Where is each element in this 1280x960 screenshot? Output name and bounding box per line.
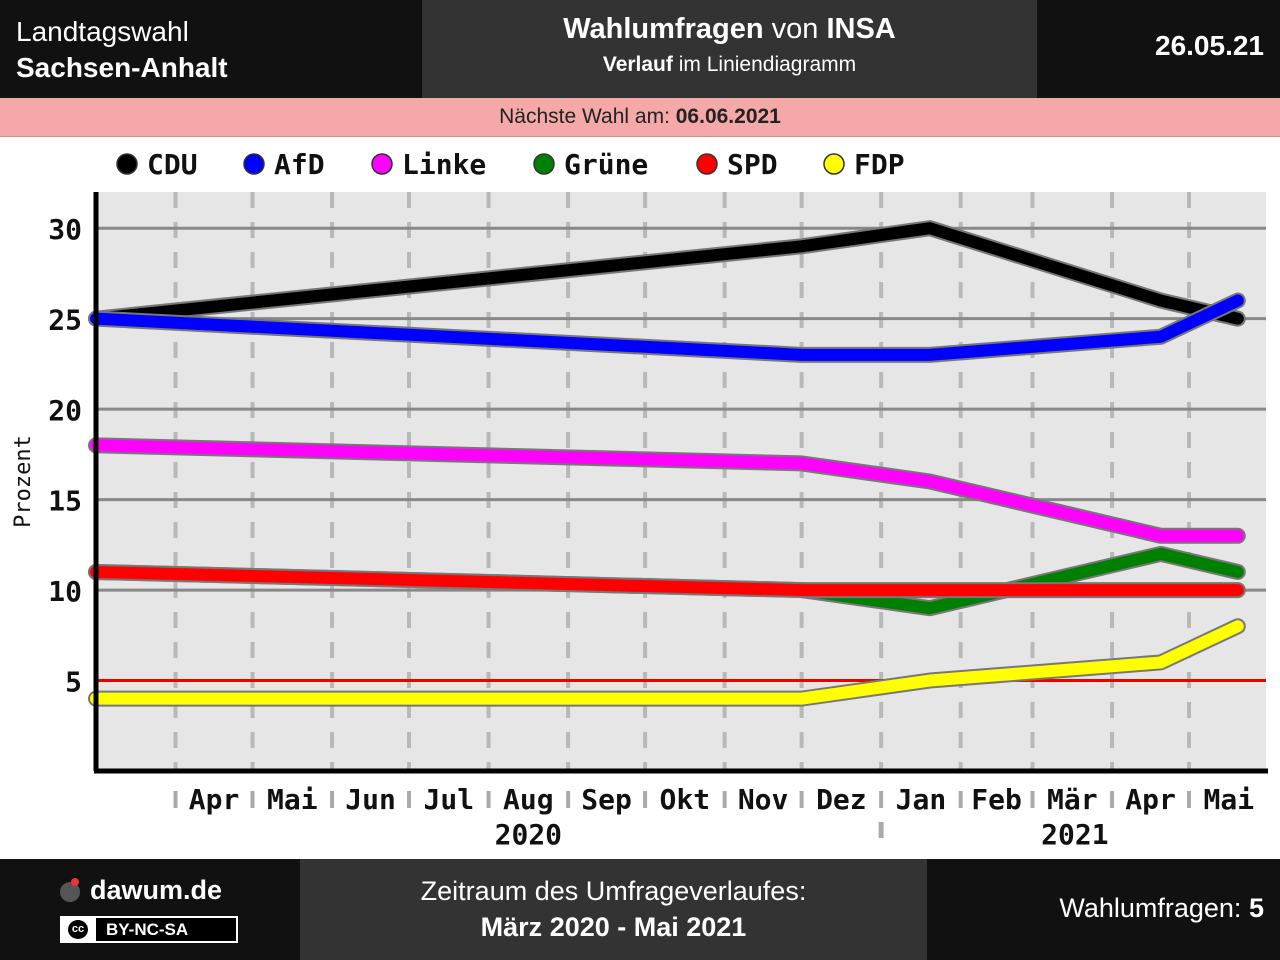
- license-text: BY-NC-SA: [96, 918, 236, 941]
- x-tick-label: Feb: [971, 783, 1022, 816]
- footer-poll-count: Wahlumfragen: 5: [1059, 893, 1264, 924]
- title-mid: von: [771, 13, 819, 45]
- legend-marker: [371, 153, 393, 175]
- subtitle-bold: Verlauf: [602, 53, 673, 76]
- legend-item-linke: Linke: [371, 148, 486, 181]
- year-label: 2020: [495, 818, 562, 851]
- line-chart: 5 10 15 20 25 30 Prozent Apr Mai Jun Jul Aug Sep Okt N…: [0, 136, 1280, 859]
- legend-item-spd: SPD: [696, 148, 778, 181]
- y-tick-label: 15: [48, 485, 82, 518]
- header: Landtagswahl Sachsen-Anhalt Wahlumfragen…: [0, 0, 1280, 98]
- chart-svg: 5 10 15 20 25 30 Prozent Apr Mai Jun Jul Aug Sep Okt N…: [11, 148, 1268, 851]
- series-line-cdu: [90, 222, 1244, 325]
- x-tick-label: Jun: [345, 783, 396, 816]
- x-tick-label: Jul: [424, 783, 475, 816]
- legend-marker: [696, 153, 718, 175]
- legend-marker: [116, 153, 138, 175]
- footer-brand: dawum.de BY-NC-SA cc: [0, 859, 300, 960]
- legend-marker: [823, 153, 845, 175]
- x-tick-label: Mai: [1204, 783, 1255, 816]
- next-election-label: Nächste Wahl am:: [499, 105, 670, 128]
- polls-label: Wahlumfragen:: [1059, 893, 1242, 923]
- legend-label: FDP: [854, 148, 905, 181]
- y-tick-label: 5: [65, 666, 82, 699]
- site-logo[interactable]: dawum.de: [60, 875, 222, 906]
- site-name: dawum.de: [90, 875, 223, 905]
- license-badge[interactable]: BY-NC-SA cc: [60, 916, 238, 943]
- election-title: Landtagswahl Sachsen-Anhalt: [16, 14, 228, 86]
- title-institute: INSA: [826, 13, 896, 45]
- x-tick-label: Okt: [660, 783, 711, 816]
- y-tick-label: 25: [48, 304, 82, 337]
- period-value: März 2020 - Mai 2021: [480, 912, 747, 942]
- legend-item-afd: AfD: [243, 148, 325, 181]
- series-line-linke: [90, 439, 1244, 542]
- legend-label: SPD: [727, 148, 778, 181]
- election-type: Landtagswahl: [16, 16, 189, 47]
- legend-label: Linke: [402, 148, 486, 181]
- legend-item-fdp: FDP: [823, 148, 905, 181]
- series-line-fdp: [90, 620, 1244, 705]
- legend-item-cdu: CDU: [116, 148, 198, 181]
- legend-marker: [533, 153, 555, 175]
- legend-marker: [243, 153, 265, 175]
- x-tick-label: Apr: [1125, 783, 1176, 816]
- legend-label: CDU: [147, 148, 198, 181]
- next-election-date: 06.06.2021: [675, 105, 781, 128]
- legend-item-grüne: Grüne: [533, 148, 648, 181]
- x-tick-label: Mär: [1047, 783, 1098, 816]
- legend-label: AfD: [274, 148, 325, 181]
- series-line-afd: [90, 294, 1244, 361]
- chart-heading: Wahlumfragen von INSA Verlauf im Liniend…: [422, 0, 1037, 98]
- chart-title: Wahlumfragen von INSA: [422, 12, 1037, 46]
- x-tick-label: Jan: [896, 783, 947, 816]
- logo-icon: [60, 877, 80, 902]
- footer: dawum.de BY-NC-SA cc Zeitraum des Umfrag…: [0, 859, 1280, 960]
- y-tick-label: 20: [48, 394, 82, 427]
- y-axis-label: Prozent: [11, 435, 36, 528]
- x-tick-label: Mai: [267, 783, 318, 816]
- series-line-spd: [90, 565, 1244, 597]
- y-tick-label: 10: [48, 575, 82, 608]
- cc-icon: cc: [68, 920, 88, 939]
- footer-period: Zeitraum des Umfrageverlaufes: März 2020…: [300, 859, 927, 960]
- year-label: 2021: [1041, 818, 1108, 851]
- title-bold: Wahlumfragen: [563, 13, 764, 45]
- election-region: Sachsen-Anhalt: [16, 52, 228, 83]
- period-label: Zeitraum des Umfrageverlaufes:: [420, 876, 807, 906]
- chart-subtitle: Verlauf im Liniendiagramm: [422, 52, 1037, 78]
- x-tick-label: Aug: [503, 783, 554, 816]
- x-tick-label: Sep: [581, 783, 632, 816]
- x-tick-label: Dez: [816, 783, 867, 816]
- next-election-bar: Nächste Wahl am: 06.06.2021: [0, 98, 1280, 137]
- header-date: 26.05.21: [1155, 30, 1264, 61]
- subtitle-rest: im Liniendiagramm: [678, 53, 857, 76]
- x-tick-label: Apr: [189, 783, 240, 816]
- y-tick-label: 30: [48, 213, 82, 246]
- x-tick-label: Nov: [738, 783, 789, 816]
- legend-label: Grüne: [564, 148, 648, 181]
- polls-count: 5: [1248, 893, 1264, 923]
